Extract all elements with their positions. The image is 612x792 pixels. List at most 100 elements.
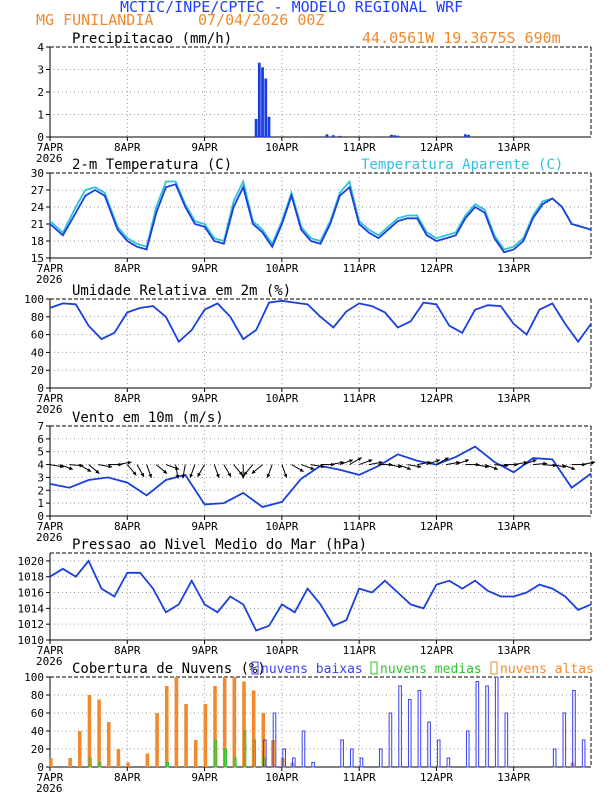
x-tick-label: 7APR xyxy=(37,392,64,405)
cloud-low-bar xyxy=(311,762,315,768)
panel-title: Precipitacao (mm/h) xyxy=(72,31,232,47)
cloud-mid-bar xyxy=(233,757,237,768)
x-tick-label: 7APR xyxy=(37,141,64,154)
cloud-high-bar xyxy=(106,722,111,767)
x-tick-label: 11APR xyxy=(343,520,376,533)
x-tick-label: 12APR xyxy=(420,771,453,784)
wind-arrow-head xyxy=(216,473,220,478)
y-tick-label: 3 xyxy=(37,471,44,484)
y-tick-label: 27 xyxy=(31,184,44,197)
y-tick-label: 24 xyxy=(31,201,45,214)
cloud-low-bar xyxy=(427,721,431,768)
x-tick-label: 11APR xyxy=(343,644,376,657)
x-tick-label: 12APR xyxy=(420,644,453,657)
y-tick-label: 1014 xyxy=(18,602,45,615)
cloud-low-bar xyxy=(272,712,277,768)
precip-bar xyxy=(393,135,396,137)
cloud-low-bar xyxy=(359,757,364,768)
precip-bar xyxy=(267,116,271,137)
wind-arrow-head xyxy=(571,466,576,470)
wind-arrow-head xyxy=(132,471,137,476)
wind-arrow-head xyxy=(349,459,353,463)
cloud-low-bar xyxy=(572,690,576,768)
pressure-line xyxy=(49,559,592,632)
cloud-low-bar xyxy=(340,739,344,768)
cloud-high-bar xyxy=(126,762,130,767)
x-year-label: 2026 xyxy=(36,531,63,544)
y-tick-label: 1020 xyxy=(18,555,45,568)
cloud-high-bar xyxy=(242,681,246,767)
wind-arrow-head xyxy=(197,472,201,477)
x-tick-label: 10APR xyxy=(265,262,298,275)
wind-arrow-head xyxy=(436,459,440,463)
wind-arrow-head xyxy=(181,474,186,479)
y-tick-label: 2 xyxy=(37,86,44,99)
humidity-line xyxy=(49,299,592,344)
cloud-low-bar xyxy=(562,712,567,768)
wind-arrow-head xyxy=(140,472,144,477)
x-tick-label: 7APR xyxy=(37,771,64,784)
y-tick-label: 0 xyxy=(37,510,44,523)
wind-arrow-head xyxy=(189,473,194,478)
y-tick-label: 0 xyxy=(37,761,44,774)
y-tick-label: 18 xyxy=(31,235,44,248)
y-tick-label: 15 xyxy=(31,252,44,265)
x-tick-label: 13APR xyxy=(497,141,530,154)
cloud-mid-bar xyxy=(88,757,92,768)
y-tick-label: 80 xyxy=(31,689,44,702)
wind-arrow-head xyxy=(368,459,373,463)
cloud-high-bar xyxy=(184,704,188,767)
x-tick-label: 8APR xyxy=(114,644,141,657)
wind-arrow-head xyxy=(417,464,422,469)
cloud-legend-swatch xyxy=(490,661,498,675)
wind-arrow-head xyxy=(444,457,449,461)
cloud-mid-bar xyxy=(252,739,256,768)
wind-arrow-head xyxy=(243,471,248,476)
precip-bar xyxy=(264,78,268,137)
cloud-low-bar xyxy=(282,748,286,768)
wind-arrow-head xyxy=(310,466,315,470)
y-tick-label: 1012 xyxy=(18,618,45,631)
x-tick-label: 8APR xyxy=(114,141,141,154)
x-year-label: 2026 xyxy=(36,782,63,792)
cloud-high-bar xyxy=(164,686,169,767)
x-tick-label: 7APR xyxy=(37,262,64,275)
x-tick-label: 9APR xyxy=(191,771,218,784)
cloud-high-bar xyxy=(97,699,101,767)
wind-arrow-head xyxy=(175,474,180,479)
location-label: MG FUNILANDIA xyxy=(36,11,154,29)
wind-arrow-head xyxy=(238,471,243,476)
precip-bar xyxy=(467,134,471,137)
cloud-high-bar xyxy=(49,758,53,767)
cloud-low-bar xyxy=(485,685,489,768)
y-tick-label: 3 xyxy=(37,64,44,77)
wind-arrow-head xyxy=(68,466,73,470)
wind-arrow-head xyxy=(357,457,362,461)
cloud-high-bar xyxy=(251,690,256,767)
y-tick-label: 60 xyxy=(31,707,44,720)
x-tick-label: 8APR xyxy=(114,520,141,533)
y-tick-label: 1016 xyxy=(18,587,45,600)
y-tick-label: 21 xyxy=(31,218,44,231)
cloud-low-bar xyxy=(581,739,586,768)
wind-arrow-head xyxy=(108,464,113,469)
cloud-legend-label: nuvens baixas xyxy=(261,662,363,677)
cloud-high-bar xyxy=(116,749,121,767)
wind-arrow-head xyxy=(591,460,596,465)
cloud-low-bar xyxy=(398,685,402,768)
x-tick-label: 13APR xyxy=(497,771,530,784)
panel-title: Umidade Relativa em 2m (%) xyxy=(72,283,291,299)
wind-arrow-head xyxy=(251,469,256,474)
precip-bar xyxy=(338,135,342,137)
wind-arrow-head xyxy=(266,473,271,478)
legend-apparent-temp: Temperatura Aparente (C) xyxy=(361,157,563,173)
panel-title: Vento em 10m (m/s) xyxy=(72,410,224,426)
cloud-legend-swatch xyxy=(251,661,259,675)
precip-bar xyxy=(254,119,258,137)
y-tick-label: 0 xyxy=(37,382,44,395)
cloud-low-bar xyxy=(475,681,480,768)
x-year-label: 2026 xyxy=(36,655,63,668)
wind-arrow-head xyxy=(127,460,132,465)
wind-arrow-head xyxy=(283,473,288,478)
y-tick-label: 5 xyxy=(37,446,44,459)
